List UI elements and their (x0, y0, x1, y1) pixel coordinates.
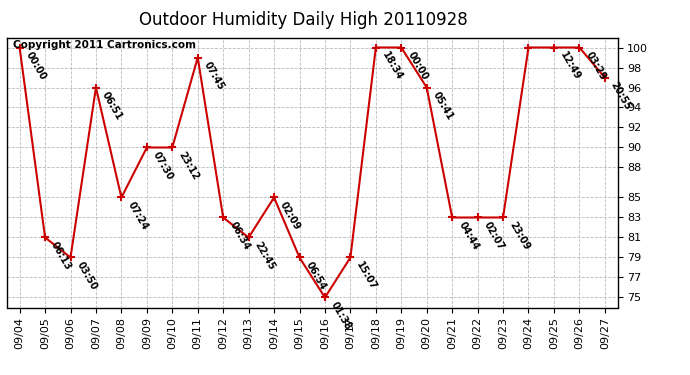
Text: 03:50: 03:50 (75, 260, 99, 292)
Text: 20:55: 20:55 (609, 80, 633, 112)
Text: 22:45: 22:45 (253, 240, 277, 272)
Text: 05:41: 05:41 (431, 90, 455, 122)
Text: 03:29: 03:29 (584, 50, 608, 82)
Text: 02:09: 02:09 (278, 200, 302, 232)
Text: 15:07: 15:07 (355, 260, 379, 292)
Text: 00:00: 00:00 (23, 50, 48, 82)
Text: 06:13: 06:13 (49, 240, 73, 272)
Text: 12:49: 12:49 (558, 50, 582, 82)
Text: 23:09: 23:09 (507, 220, 531, 252)
Text: 04:44: 04:44 (456, 220, 480, 252)
Text: Outdoor Humidity Daily High 20110928: Outdoor Humidity Daily High 20110928 (139, 11, 468, 29)
Text: Copyright 2011 Cartronics.com: Copyright 2011 Cartronics.com (13, 40, 196, 50)
Text: 01:38: 01:38 (329, 300, 353, 332)
Text: 06:54: 06:54 (304, 260, 328, 292)
Text: 23:12: 23:12 (177, 150, 201, 182)
Text: 07:30: 07:30 (151, 150, 175, 182)
Text: 06:51: 06:51 (100, 90, 124, 122)
Text: 06:34: 06:34 (227, 220, 251, 252)
Text: 02:07: 02:07 (482, 220, 506, 252)
Text: 18:34: 18:34 (380, 50, 404, 82)
Text: 07:45: 07:45 (202, 60, 226, 92)
Text: 07:24: 07:24 (126, 200, 150, 232)
Text: 00:00: 00:00 (406, 50, 430, 82)
